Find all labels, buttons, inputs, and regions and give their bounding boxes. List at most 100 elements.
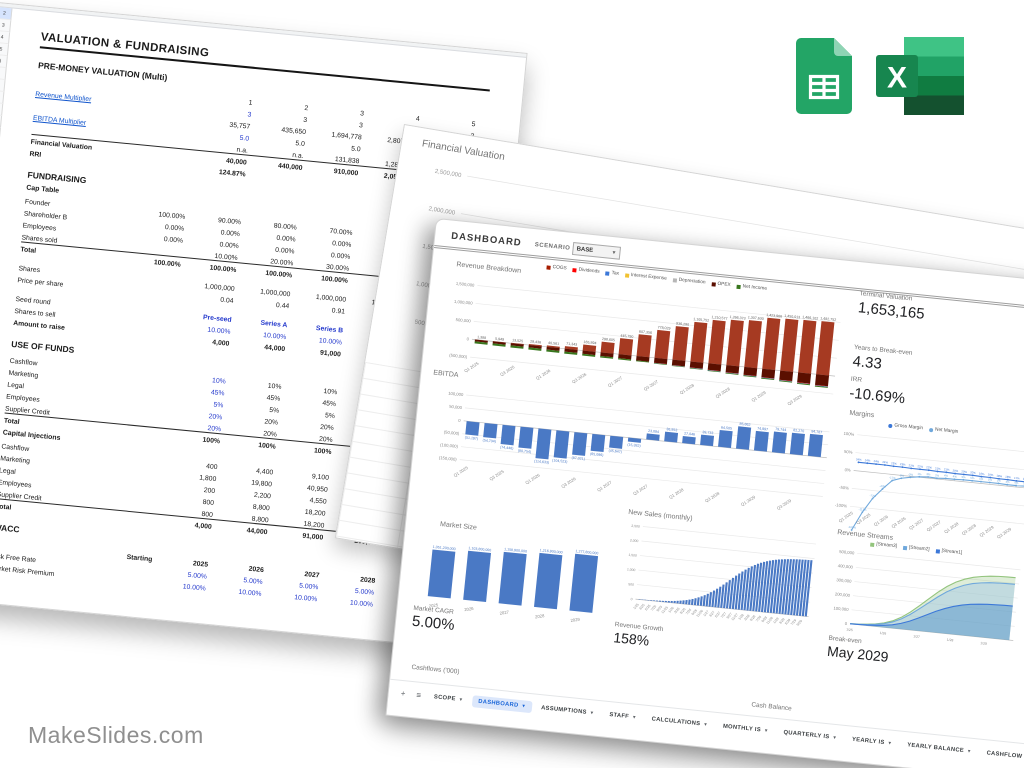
svg-text:Q3 2027: Q3 2027 — [632, 483, 649, 496]
svg-text:36,853: 36,853 — [666, 427, 677, 432]
terminal-valuation-value: 1,653,165 — [857, 299, 926, 323]
market-size-plot: 1,051,200,000 2025 1,103,800,000 2026 1,158,… — [411, 529, 625, 650]
svg-text:19%: 19% — [979, 472, 985, 477]
svg-text:Q1 2026: Q1 2026 — [524, 472, 541, 485]
svg-text:50%: 50% — [844, 449, 853, 455]
svg-text:Q3 2029: Q3 2029 — [996, 526, 1013, 540]
svg-text:4%: 4% — [1005, 480, 1010, 484]
tab-label: DASHBOARD — [477, 698, 519, 709]
svg-text:11/26: 11/26 — [696, 609, 704, 618]
table-cell — [301, 184, 357, 189]
sheet-tab-scope[interactable]: SCOPE ▼ — [427, 690, 470, 706]
sheet-tab-cashflow[interactable]: CASHFLOW▼ — [980, 746, 1024, 764]
svg-text:3/27: 3/27 — [708, 610, 715, 618]
chevron-down-icon: ▼ — [763, 727, 769, 734]
cash-balance-chart-title: Cash Balance — [751, 701, 793, 713]
svg-text:3%: 3% — [926, 472, 931, 476]
table-cell — [108, 435, 164, 440]
table-cell: 124.87% — [218, 168, 246, 179]
svg-text:(104,523): (104,523) — [552, 458, 568, 464]
svg-text:100,000: 100,000 — [833, 605, 849, 612]
row-number: 11 — [0, 114, 3, 128]
table-cell — [245, 179, 301, 184]
svg-text:82,270: 82,270 — [793, 428, 804, 433]
sheet-tab-dashboard[interactable]: DASHBOARD ▼ — [471, 694, 533, 713]
svg-text:1,000: 1,000 — [627, 567, 636, 572]
dashboard-sheet: DASHBOARD SCENARIO BASE ▼ Revenue Breakd… — [385, 218, 1024, 768]
svg-text:20%: 20% — [952, 469, 958, 474]
table-cell — [117, 337, 173, 342]
new-sales-chart: New Sales (monthly) 2,500 2,000 1,500 1,000… — [616, 507, 826, 637]
svg-text:1,051,200,000: 1,051,200,000 — [433, 545, 456, 551]
legend-label: [Stream1] — [941, 548, 963, 556]
svg-text:9/29: 9/29 — [796, 619, 803, 627]
tab-label: CALCULATIONS — [651, 715, 701, 727]
chart-title: EBITDA — [432, 369, 459, 380]
svg-text:18%: 18% — [996, 474, 1002, 479]
scenario-dropdown[interactable]: BASE ▼ — [571, 241, 622, 260]
sheet-tab-monthly-is[interactable]: MONTHLY IS ▼ — [716, 720, 775, 738]
revenue-streams-plot: 500,000 400,000 300,000 200,000 100,000 0 1/25… — [820, 544, 1024, 665]
all-sheets-menu-button[interactable]: ≡ — [415, 690, 422, 700]
row-number: 12 — [0, 126, 1, 140]
legend-swatch — [870, 542, 875, 547]
svg-text:20%: 20% — [970, 470, 976, 475]
svg-text:84,787: 84,787 — [811, 429, 822, 434]
svg-text:5/29: 5/29 — [784, 618, 791, 626]
table-cell: 100% — [257, 442, 276, 451]
add-sheet-button[interactable]: + — [400, 688, 406, 699]
svg-text:1/28: 1/28 — [737, 613, 744, 621]
svg-text:4%: 4% — [944, 473, 949, 477]
svg-text:5/27: 5/27 — [714, 611, 721, 619]
legend-swatch — [902, 545, 908, 550]
sheet-tab-yearly-is[interactable]: YEARLY IS ▼ — [845, 733, 898, 750]
chevron-down-icon: ▼ — [966, 748, 972, 754]
svg-text:11/25: 11/25 — [661, 605, 669, 614]
sheet-tab-quarterly-is[interactable]: QUARTERLY IS ▼ — [777, 726, 844, 745]
svg-text:64,505: 64,505 — [721, 426, 732, 431]
sheet-tab-calculations[interactable]: CALCULATIONS ▼ — [645, 712, 715, 731]
svg-text:1/26: 1/26 — [667, 606, 674, 614]
legend-swatch — [605, 270, 610, 276]
table-cell: 10.00% — [182, 583, 207, 593]
table-cell — [94, 582, 150, 587]
svg-text:71,343: 71,343 — [566, 342, 577, 347]
svg-text:-50%: -50% — [839, 485, 850, 491]
svg-text:79,744: 79,744 — [775, 427, 786, 432]
legend-swatch — [711, 281, 716, 287]
svg-text:5/25: 5/25 — [644, 604, 651, 612]
cashflows-chart-title: Cashflows ('000) — [411, 663, 460, 676]
svg-text:(74,446): (74,446) — [500, 445, 514, 450]
svg-text:936,290: 936,290 — [676, 322, 689, 327]
svg-text:0: 0 — [458, 418, 461, 423]
sheet-tab-assumptions[interactable]: ASSUMPTIONS ▼ — [535, 701, 601, 720]
svg-text:7/26: 7/26 — [685, 608, 692, 616]
svg-text:1/25: 1/25 — [846, 628, 853, 633]
svg-text:(51,197): (51,197) — [465, 436, 479, 441]
svg-text:5%: 5% — [961, 475, 966, 479]
svg-text:22%: 22% — [917, 464, 923, 469]
svg-text:1,450,013: 1,450,013 — [784, 314, 800, 320]
legend-label: Net Margin — [934, 427, 959, 435]
svg-text:1/25: 1/25 — [632, 602, 639, 610]
svg-text:Q1 2026: Q1 2026 — [873, 514, 890, 528]
svg-text:445,790: 445,790 — [620, 334, 633, 339]
svg-text:Q1 2025: Q1 2025 — [838, 510, 855, 524]
svg-text:23,094: 23,094 — [648, 429, 659, 434]
svg-text:-100%: -100% — [835, 502, 848, 508]
svg-text:778,029: 778,029 — [657, 325, 670, 330]
svg-text:5%: 5% — [988, 478, 993, 482]
scenario-label: SCENARIO — [534, 242, 571, 252]
svg-text:0: 0 — [466, 336, 469, 341]
svg-text:19%: 19% — [988, 472, 994, 477]
chart-title: Margins — [849, 409, 875, 420]
svg-text:1,482,752: 1,482,752 — [820, 316, 836, 322]
sheet-tab-yearly-balance[interactable]: YEARLY BALANCE ▼ — [901, 738, 979, 758]
svg-text:500: 500 — [628, 582, 634, 587]
svg-text:607,356: 607,356 — [639, 330, 652, 335]
market-cagr-value: 5.00% — [411, 612, 456, 634]
svg-text:-3%: -3% — [908, 472, 914, 477]
sheet-tab-staff[interactable]: STAFF ▼ — [603, 708, 644, 724]
ebitda-plot: 100,000 50,000 0 (50,000) (100,000) (150,000)… — [419, 379, 839, 537]
